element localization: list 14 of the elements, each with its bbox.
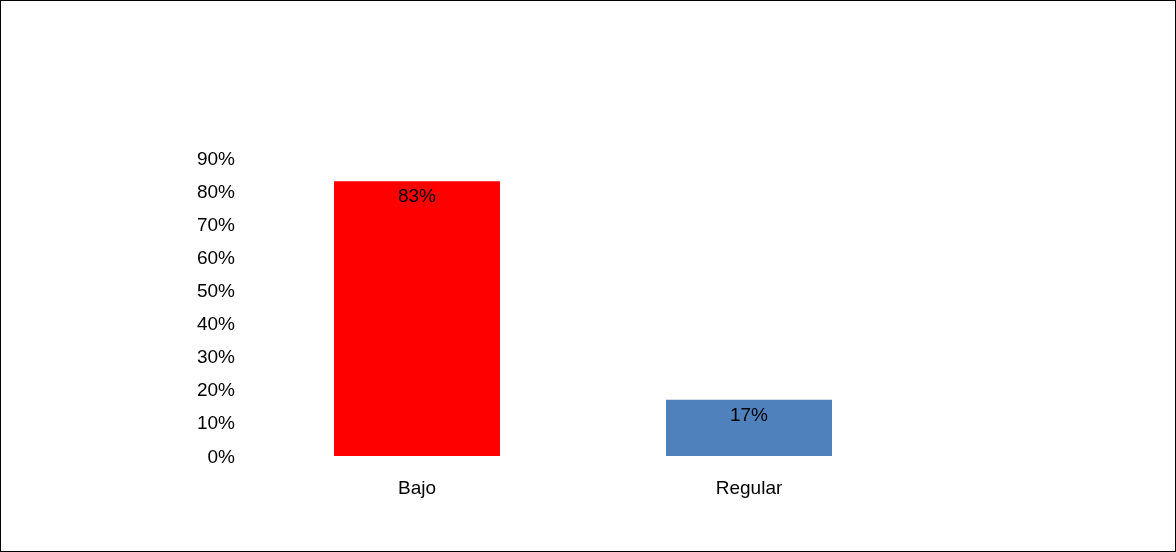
y-tick-label: 20% (196, 379, 236, 401)
y-tick-label: 60% (196, 246, 236, 268)
y-tick-label: 40% (196, 313, 236, 335)
y-tick-label: 90% (196, 147, 236, 169)
y-tick-label: 50% (196, 279, 236, 301)
y-tick-label: 30% (196, 346, 236, 368)
x-tick-label: Regular (715, 477, 783, 498)
y-tick-label: 80% (196, 180, 236, 202)
data-label: 17% (729, 403, 769, 425)
y-tick-label: 70% (196, 213, 236, 235)
x-tick-label: Bajo (397, 477, 437, 498)
y-tick-label: 0% (207, 445, 236, 467)
data-label: 83% (397, 185, 437, 207)
y-tick-label: 10% (196, 412, 236, 434)
